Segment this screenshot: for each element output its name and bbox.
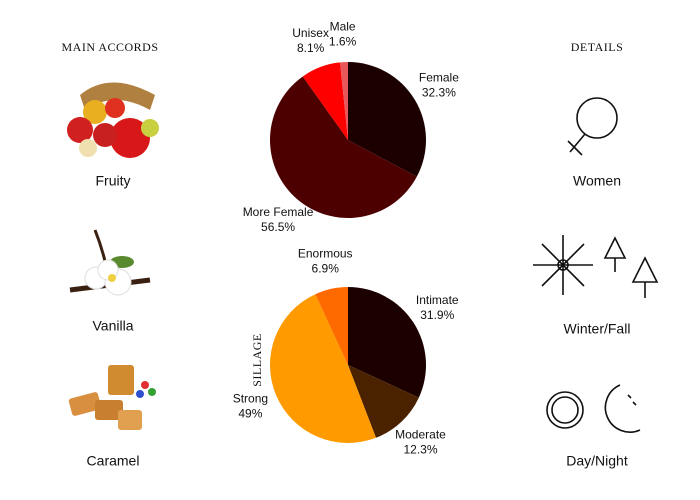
- detail-label: Women: [573, 173, 621, 189]
- pie-slice: [270, 76, 417, 218]
- caramel-image: [68, 365, 156, 430]
- slice-value: 6.9%: [312, 262, 340, 276]
- slice-name: Strong: [233, 391, 268, 405]
- accords-title: MAIN ACCORDS: [61, 40, 158, 54]
- pie-slice: [302, 62, 348, 140]
- vanilla-image: [69, 229, 151, 296]
- pie-slice: [348, 287, 426, 398]
- pie-slice: [348, 365, 419, 438]
- slice-name: Male: [330, 19, 356, 33]
- slice-name: Intimate: [416, 293, 459, 307]
- slice-name: Unisex: [292, 26, 329, 40]
- slice-name: Enormous: [298, 247, 353, 261]
- venus-symbol: [567, 97, 618, 156]
- slice-value: 1.6%: [329, 34, 357, 48]
- fruity-image: [67, 82, 159, 158]
- slice-value: 32.3%: [422, 86, 456, 100]
- slice-value: 56.5%: [261, 220, 295, 234]
- pie-slice: [348, 62, 427, 177]
- slice-value: 12.3%: [403, 442, 437, 456]
- slice-name: Female: [419, 71, 459, 85]
- pie-slice: [315, 287, 348, 365]
- details-title: DETAILS: [571, 40, 624, 54]
- slice-name: Moderate: [395, 427, 446, 441]
- pie-slice: [269, 294, 377, 444]
- slice-value: 8.1%: [297, 41, 325, 55]
- chart-title: SILLAGE: [250, 333, 264, 387]
- detail-label: Day/Night: [566, 453, 628, 469]
- slice-name: More Female: [243, 205, 314, 219]
- accord-label: Vanilla: [93, 318, 134, 334]
- slice-value: 31.9%: [420, 308, 454, 322]
- day-night-symbol: [546, 384, 641, 433]
- season-symbol: [533, 235, 659, 298]
- accord-label: Caramel: [87, 453, 140, 469]
- pie-slice: [340, 62, 348, 140]
- detail-label: Winter/Fall: [564, 321, 631, 337]
- slice-value: 49%: [238, 406, 262, 420]
- accord-label: Fruity: [96, 173, 131, 189]
